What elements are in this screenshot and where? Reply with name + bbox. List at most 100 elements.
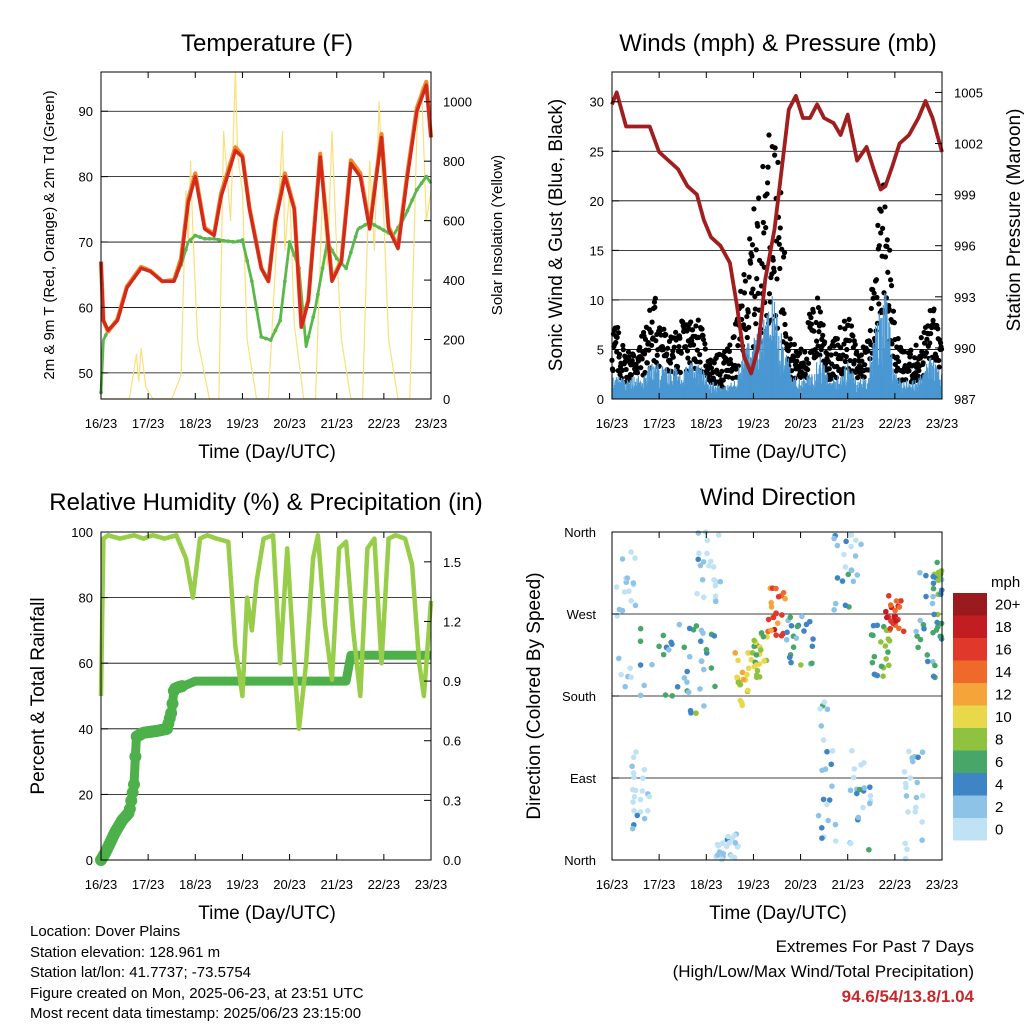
gust-point bbox=[756, 195, 762, 201]
direction-point bbox=[866, 846, 872, 853]
colorbar-label-7: 14 bbox=[995, 664, 1012, 681]
gust-point bbox=[748, 260, 754, 266]
direction-point bbox=[832, 600, 839, 607]
temperature-ytick-label-4: 90 bbox=[79, 104, 93, 119]
temperature-xtick-label-5: 21/23 bbox=[320, 416, 353, 431]
gust-point bbox=[674, 364, 681, 370]
gust-point bbox=[771, 269, 777, 275]
wind-direction-xtick-label-1: 17/23 bbox=[643, 877, 676, 892]
gust-point bbox=[697, 359, 703, 365]
direction-point bbox=[898, 598, 904, 604]
direction-point bbox=[704, 537, 711, 544]
gust-point bbox=[781, 250, 788, 256]
gust-point bbox=[777, 225, 783, 231]
direction-point bbox=[619, 607, 626, 614]
solar-y2tick-label-1: 200 bbox=[443, 333, 465, 348]
gust-point bbox=[658, 332, 664, 338]
gust-point bbox=[852, 341, 858, 348]
gust-point bbox=[908, 347, 914, 353]
temperature-xtick-label-6: 22/23 bbox=[368, 416, 401, 431]
direction-point bbox=[637, 625, 644, 632]
direction-point bbox=[751, 663, 758, 670]
direction-point bbox=[824, 801, 830, 808]
direction-point bbox=[915, 644, 921, 651]
humidity-ylabel: Percent & Total Rainfall bbox=[28, 597, 49, 794]
gust-point bbox=[882, 254, 889, 260]
humidity-title: Relative Humidity (%) & Precipitation (i… bbox=[49, 489, 482, 516]
colorbar-label-3: 6 bbox=[995, 754, 1003, 771]
direction-point bbox=[754, 667, 761, 674]
temperature-frame bbox=[100, 71, 432, 400]
direction-point bbox=[930, 629, 936, 636]
gust-point bbox=[637, 344, 643, 350]
direction-point bbox=[784, 629, 790, 636]
gust-point bbox=[862, 362, 868, 368]
direction-point bbox=[798, 662, 804, 668]
gust-point bbox=[676, 343, 682, 350]
direction-point bbox=[896, 625, 902, 632]
direction-point bbox=[907, 775, 914, 781]
direction-point bbox=[810, 636, 816, 642]
direction-point bbox=[786, 654, 793, 661]
temperature-xtick-label-3: 19/23 bbox=[226, 416, 259, 431]
direction-point bbox=[803, 621, 810, 628]
gust-point bbox=[846, 316, 852, 323]
direction-point bbox=[886, 637, 893, 644]
gust-point bbox=[763, 225, 769, 231]
pressure-ylabel: Station Pressure (Maroon) bbox=[1004, 109, 1024, 332]
gust-point bbox=[693, 323, 699, 329]
direction-point bbox=[641, 766, 648, 773]
direction-point bbox=[712, 683, 718, 690]
direction-point bbox=[775, 593, 782, 600]
direction-point bbox=[712, 582, 719, 589]
direction-point bbox=[644, 807, 651, 814]
gust-point bbox=[744, 334, 750, 341]
gust-point bbox=[822, 339, 828, 345]
gust-point bbox=[891, 320, 897, 326]
direction-point bbox=[874, 622, 881, 629]
temperature-xtick-label-1: 17/23 bbox=[132, 416, 165, 431]
dewpoint-point bbox=[273, 328, 278, 333]
direction-point bbox=[693, 710, 699, 716]
direction-point bbox=[693, 623, 700, 629]
direction-point bbox=[799, 613, 805, 620]
gust-point bbox=[838, 345, 844, 351]
direction-point bbox=[896, 604, 903, 610]
gust-point bbox=[720, 377, 726, 383]
gust-point bbox=[858, 352, 864, 358]
direction-point bbox=[676, 621, 683, 628]
gust-point bbox=[852, 357, 858, 364]
direction-point bbox=[735, 657, 741, 664]
temperature-left-ticks: 50 60 70 80 90 bbox=[79, 104, 108, 381]
dewpoint-point bbox=[226, 239, 231, 244]
direction-point bbox=[878, 663, 885, 670]
gust-point bbox=[685, 355, 691, 361]
dewpoint-point bbox=[235, 239, 240, 244]
precip-y2tick-label-3: 0.9 bbox=[443, 674, 461, 689]
gust-point bbox=[702, 341, 708, 347]
direction-point bbox=[640, 775, 646, 782]
winds-xtick-label-5: 21/23 bbox=[831, 416, 864, 431]
gust-point bbox=[876, 243, 882, 249]
direction-point bbox=[614, 613, 621, 619]
colorbar-swatch-8 bbox=[953, 728, 987, 751]
direction-point bbox=[924, 652, 931, 658]
gust-point bbox=[930, 317, 936, 324]
wind-direction-y-ticks: North East South West North bbox=[562, 525, 619, 868]
direction-point bbox=[616, 655, 622, 662]
direction-point bbox=[913, 628, 919, 635]
dewpoint-point bbox=[183, 247, 188, 252]
direction-point bbox=[681, 644, 688, 651]
direction-point bbox=[641, 682, 647, 689]
direction-point bbox=[633, 749, 639, 755]
gust-point bbox=[867, 327, 873, 334]
direction-point bbox=[761, 658, 767, 664]
humidity-line bbox=[98, 533, 434, 732]
gust-point bbox=[812, 347, 818, 353]
direction-point bbox=[924, 658, 931, 665]
wind-direction-ytick-label-3: West bbox=[567, 607, 597, 622]
gust-point bbox=[699, 326, 705, 332]
humidity-right-ticks: 0.0 0.3 0.6 0.9 1.2 1.5 bbox=[424, 555, 461, 868]
gust-point bbox=[817, 309, 823, 315]
gust-point bbox=[725, 374, 732, 380]
